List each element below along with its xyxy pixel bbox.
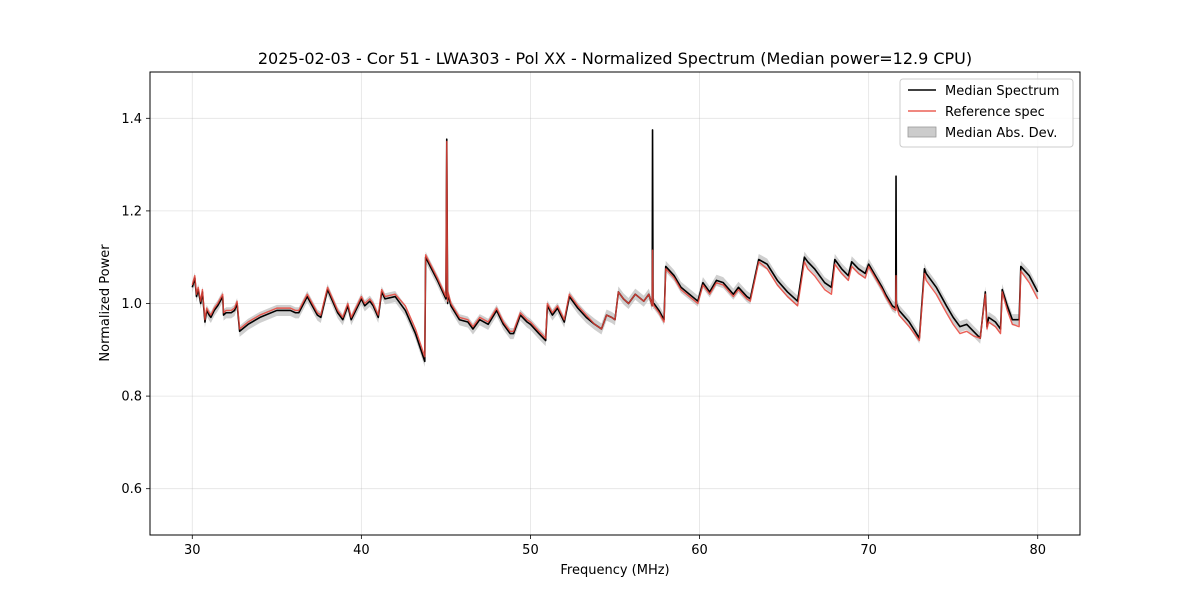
x-tick-label: 60 (691, 543, 708, 558)
reference-spectrum-line (191, 140, 1039, 358)
y-axis-title: Normalized Power (98, 244, 113, 362)
x-tick-label: 50 (522, 543, 539, 558)
legend-box (899, 78, 1074, 148)
x-axis-title: Frequency (MHz) (560, 563, 669, 578)
mad-band-area (192, 124, 1038, 367)
x-tick-label: 70 (860, 543, 877, 558)
y-tick-label: 1.0 (121, 297, 142, 312)
x-tick-label: 80 (1029, 543, 1046, 558)
y-tick-label: 1.4 (121, 112, 142, 127)
legend-mad-label: Median Abs. Dev. (945, 126, 1057, 141)
y-tick-label: 0.6 (121, 482, 142, 497)
x-tick-label: 30 (184, 543, 201, 558)
grid (150, 72, 1080, 535)
legend-reference-label: Reference spec (945, 105, 1045, 120)
series-group (191, 129, 1039, 363)
y-tick-label: 1.2 (121, 204, 142, 219)
y-tick-label: 0.8 (121, 390, 142, 405)
legend-mad-swatch (907, 126, 937, 138)
legend: Median Spectrum Reference spec Median Ab… (899, 78, 1074, 148)
mad-band (192, 124, 1038, 367)
axis-ticks: 30 40 50 60 70 80 0.6 0.8 1.0 1.2 1.4 (121, 112, 1046, 558)
legend-median-label: Median Spectrum (945, 84, 1059, 99)
x-tick-label: 40 (353, 543, 370, 558)
chart-title: 2025-02-03 - Cor 51 - LWA303 - Pol XX - … (258, 49, 972, 68)
